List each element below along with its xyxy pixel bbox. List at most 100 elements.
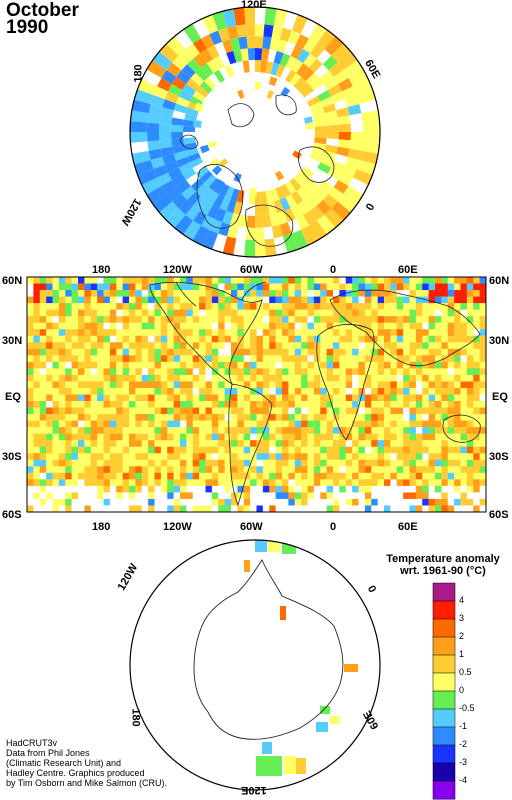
anomaly-cell [211,453,219,461]
anomaly-cell [294,479,302,487]
anomaly-cell [78,316,85,323]
anomaly-cell [479,498,487,506]
anomaly-cell [27,505,34,513]
anomaly-cell [422,459,429,467]
anomaly-cell [331,201,351,221]
anomaly-cell [135,348,143,356]
anomaly-cell [180,407,187,415]
anomaly-cell [109,394,117,402]
anomaly-cell [320,446,327,454]
anomaly-cell [27,485,34,493]
anomaly-cell [172,110,186,120]
anomaly-cell [205,381,213,389]
anomaly-cell [148,466,155,474]
anomaly-cell [122,498,130,506]
anomaly-cell [282,381,289,389]
anomaly-cell [384,427,391,434]
anomaly-cell [231,335,238,343]
anomaly-cell [46,348,53,356]
anomaly-cell [447,381,455,389]
anomaly-cell [122,290,130,297]
anomaly-cell [46,381,53,389]
anomaly-cell [479,329,487,337]
anomaly-cell [319,180,334,194]
anomaly-cell [323,174,339,188]
anomaly-cell [103,355,111,363]
anomaly-cell [294,414,302,421]
anomaly-cell [460,316,468,323]
anomaly-cell [33,440,41,448]
anomaly-cell [103,466,111,474]
anomaly-cell [78,401,85,408]
anomaly-cell [116,329,123,337]
anomaly-cell [183,125,196,132]
anomaly-cell [52,361,60,369]
anomaly-cell [352,407,359,415]
anomaly-cell [109,420,117,428]
anomaly-cell [403,329,410,337]
anomaly-cell [180,498,187,506]
anomaly-cell [371,505,378,513]
anomaly-cell [466,401,474,408]
anomaly-cell [135,479,143,487]
anomaly-cell [300,225,318,246]
anomaly-cell [390,361,398,369]
anomaly-cell [460,466,468,474]
anomaly-cell [314,125,327,132]
anomaly-cell [231,387,238,395]
anomaly-cell [282,290,289,297]
anomaly-cell [320,466,327,474]
anomaly-cell [313,368,321,376]
anomaly-cell [466,433,474,441]
anomaly-cell [167,414,174,421]
anomaly-cell [122,342,130,350]
anomaly-cell [141,433,149,441]
anomaly-cell [447,387,455,395]
anomaly-cell [231,381,238,389]
anomaly-cell [78,446,85,454]
anomaly-cell [129,407,136,415]
anomaly-cell [326,401,334,408]
anomaly-cell [160,368,168,376]
anomaly-cell [141,316,149,323]
anomaly-cell [301,485,308,493]
anomaly-cell [307,322,315,330]
anomaly-cell [364,505,372,513]
anomaly-cell [435,361,442,369]
anomaly-cell [186,472,194,480]
anomaly-cell [130,110,149,123]
anomaly-cell [122,335,130,343]
anomaly-cell [52,498,60,506]
anomaly-cell [262,485,270,493]
anomaly-cell [320,485,327,493]
anomaly-cell [339,283,347,291]
anomaly-cell [447,283,455,291]
anomaly-cell [422,433,429,441]
anomaly-cell [116,361,123,369]
anomaly-cell [84,407,92,415]
anomaly-cell [129,387,136,395]
anomaly-cell [243,322,251,330]
anomaly-cell [415,472,423,480]
anomaly-cell [39,329,47,337]
anomaly-cell [269,381,276,389]
anomaly-cell [301,394,308,402]
anomaly-cell [288,394,296,402]
anomaly-cell [352,492,359,500]
anomaly-cell [326,329,334,337]
anomaly-cell [269,433,276,441]
anomaly-cell [390,283,398,291]
anomaly-cell [250,361,257,369]
anomaly-cell [371,329,378,337]
anomaly-cell [313,420,321,428]
anomaly-cell [199,361,206,369]
anomaly-cell [396,401,404,408]
anomaly-cell [415,283,423,291]
anomaly-cell [339,322,347,330]
anomaly-cell [135,283,143,291]
anomaly-cell [58,414,66,421]
anomaly-cell [52,407,60,415]
anomaly-cell [224,427,232,434]
anomaly-cell [294,277,302,284]
anomaly-cell [403,453,410,461]
